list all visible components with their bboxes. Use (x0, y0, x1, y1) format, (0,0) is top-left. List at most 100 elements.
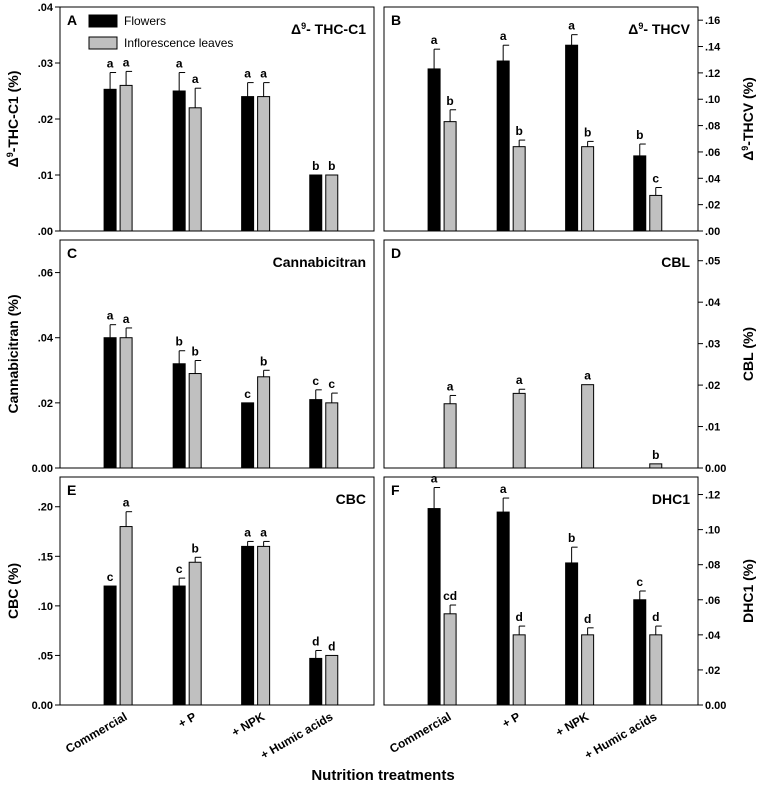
panel-title: Cannabicitran (273, 254, 366, 270)
y-tick-label: .14 (705, 42, 721, 54)
y-tick-label: .02 (38, 114, 53, 126)
panel-title: Δ9- THCV (628, 21, 690, 37)
significance-label: b (446, 94, 453, 108)
bar-leaves-0 (119, 84, 133, 232)
significance-label: b (584, 125, 591, 139)
bar-flowers-3 (309, 174, 323, 232)
significance-label: a (500, 482, 507, 496)
bar-leaves-0 (443, 403, 457, 469)
y-tick-label: .04 (705, 630, 721, 642)
significance-label: b (191, 541, 198, 555)
panel-letter: F (391, 482, 400, 498)
significance-label: b (312, 159, 319, 173)
bar-leaves-1 (512, 634, 526, 706)
bar-leaves-3 (649, 463, 663, 469)
panel-C: 0.00 .02 .04 .06 Cannabicitran (%) C Cannabici… (5, 239, 375, 475)
y-tick-label: 0.00 (705, 463, 726, 475)
y-tick-label: .12 (705, 68, 720, 80)
legend-label-leaves: Inflorescence leaves (124, 36, 233, 50)
panel-letter: C (67, 245, 77, 261)
legend: Flowers Inflorescence leaves (88, 14, 233, 50)
panel-A: .00 .01 .02 .03 .04 Δ9-THC-C1 (%) A Δ9- THC-C1 a… (5, 2, 375, 238)
bar-leaves-1 (512, 392, 526, 469)
bar-leaves-2 (581, 146, 595, 232)
significance-label: a (431, 472, 438, 486)
significance-label: c (312, 374, 319, 388)
bar-flowers-3 (633, 155, 647, 232)
y-tick-label: .16 (705, 15, 720, 27)
bar-flowers-0 (103, 337, 117, 469)
bar-leaves-1 (188, 107, 202, 232)
significance-label: b (191, 345, 198, 359)
y-tick-label: .06 (705, 595, 720, 607)
bar-flowers-2 (241, 402, 255, 469)
bar-flowers-3 (309, 657, 323, 706)
significance-label: a (260, 525, 267, 539)
significance-label: c (328, 377, 335, 391)
significance-label: b (636, 128, 643, 142)
panel-frame-F (383, 476, 699, 706)
significance-label: b (568, 531, 575, 545)
panel-title: Δ9- THC-C1 (291, 21, 366, 37)
y-tick-label: .00 (705, 226, 720, 238)
y-tick-label: .20 (38, 502, 53, 514)
bar-leaves-2 (581, 384, 595, 469)
y-tick-label: .01 (705, 422, 720, 434)
bar-leaves-1 (188, 373, 202, 469)
y-tick-label: .04 (705, 173, 721, 185)
significance-label: a (244, 67, 251, 81)
category-label: + P (500, 709, 523, 730)
significance-label: d (652, 610, 659, 624)
panels-layer: .00 .01 .02 .03 .04 Δ9-THC-C1 (%) A Δ9- THC-C1 a… (5, 2, 756, 762)
bar-leaves-3 (649, 194, 663, 232)
bar-leaves-0 (443, 121, 457, 232)
bar-leaves-2 (581, 634, 595, 706)
x-axis-label: Nutrition treatments (311, 767, 454, 784)
bar-flowers-2 (241, 545, 255, 706)
significance-label: c (107, 570, 114, 584)
significance-label: b (515, 124, 522, 138)
bar-leaves-2 (257, 376, 271, 469)
bar-flowers-2 (565, 44, 579, 232)
y-tick-label: .10 (38, 601, 53, 613)
y-tick-label: .00 (38, 226, 53, 238)
panel-frame-C (59, 239, 375, 469)
y-tick-label: .03 (38, 58, 53, 70)
significance-label: a (192, 72, 199, 86)
panel-frame-B (383, 6, 699, 232)
y-axis-label: CBL (%) (740, 327, 756, 381)
y-tick-label: .06 (38, 268, 53, 280)
y-tick-label: .08 (705, 121, 720, 133)
y-tick-label: 0.00 (32, 463, 53, 475)
bar-flowers-0 (103, 585, 117, 706)
y-tick-label: .04 (38, 2, 54, 14)
significance-label: b (652, 448, 659, 462)
y-tick-label: .04 (705, 297, 721, 309)
significance-label: d (584, 612, 591, 626)
bar-flowers-1 (496, 60, 510, 232)
bar-flowers-3 (309, 399, 323, 469)
significance-label: d (328, 639, 335, 653)
category-label: + NPK (553, 709, 591, 739)
panel-letter: D (391, 245, 401, 261)
panel-letter: B (391, 12, 401, 28)
panel-letter: A (67, 12, 77, 28)
significance-label: a (107, 57, 114, 71)
y-tick-label: .15 (38, 551, 53, 563)
bar-flowers-1 (172, 90, 186, 232)
significance-label: a (176, 57, 183, 71)
significance-label: b (175, 335, 182, 349)
y-axis-label: DHC1 (%) (740, 559, 756, 623)
y-tick-label: .05 (705, 256, 720, 268)
bar-leaves-1 (188, 561, 202, 706)
bar-flowers-3 (633, 599, 647, 706)
category-label: + P (176, 709, 199, 730)
legend-swatch-leaves (88, 36, 118, 50)
significance-label: c (176, 562, 183, 576)
bar-leaves-0 (119, 526, 133, 706)
legend-swatch-flowers (88, 14, 118, 28)
significance-label: a (584, 369, 591, 383)
bar-flowers-1 (172, 585, 186, 706)
